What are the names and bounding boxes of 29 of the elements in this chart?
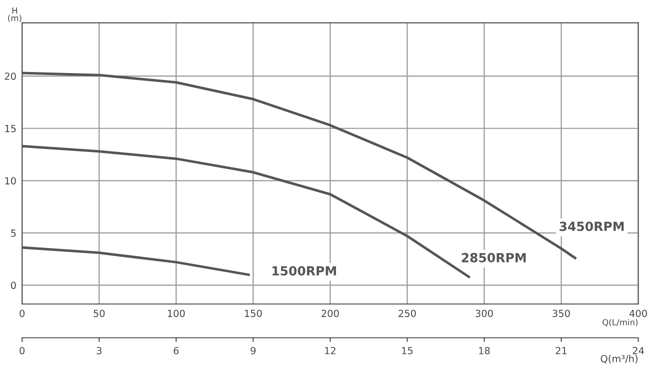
x2-tick-label: 6 (174, 346, 179, 354)
x-tick-label: 200 (322, 310, 339, 318)
x2-tick-label: 24 (632, 346, 644, 354)
y-tick-label: 10 (5, 177, 16, 184)
x2-tick-label: 18 (479, 346, 490, 354)
series-label: 2850RPM (462, 252, 526, 262)
x2-axis-title: Q(m³/h) (600, 354, 638, 364)
x2-tick-label: 12 (325, 346, 336, 354)
x2-tick-label: 9 (250, 346, 256, 354)
x-tick-label: 250 (398, 310, 416, 318)
x-tick-label: 300 (476, 310, 493, 318)
x-tick-label: 150 (244, 310, 262, 318)
x2-tick-label: 0 (20, 346, 25, 354)
x-tick-label: 100 (168, 310, 185, 318)
x-axis-title: Q(L/min) (602, 318, 638, 326)
x-tick-label: 0 (20, 310, 25, 318)
y-tick-label: 5 (11, 230, 16, 237)
y-tick-label: 0 (11, 282, 16, 290)
series-label: 3450RPM (560, 222, 624, 232)
x2-tick-label: 21 (556, 346, 567, 354)
x-tick-label: 400 (629, 310, 647, 318)
x-tick-label: 50 (94, 310, 105, 318)
y-tick-label: 15 (5, 124, 16, 132)
x2-tick-label: 3 (96, 346, 102, 354)
series-label: 1500RPM (272, 266, 336, 276)
x-tick-label: 350 (552, 310, 570, 318)
x2-tick-label: 15 (402, 347, 413, 354)
y-axis-title: H (m) (8, 8, 22, 22)
y-tick-label: 20 (4, 72, 16, 80)
